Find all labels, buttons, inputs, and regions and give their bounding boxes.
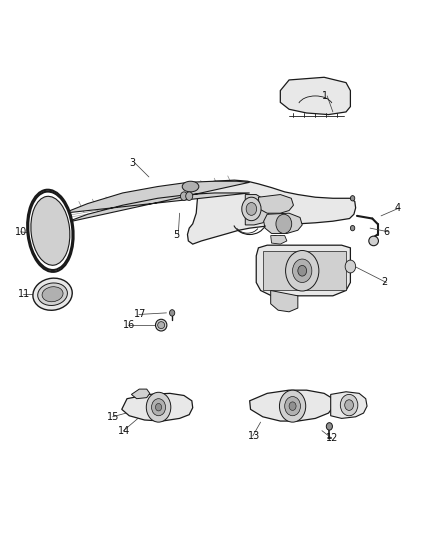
Text: 15: 15 — [107, 412, 120, 422]
Circle shape — [180, 192, 187, 200]
Polygon shape — [245, 195, 269, 225]
Polygon shape — [280, 77, 350, 115]
Circle shape — [276, 214, 292, 233]
Circle shape — [155, 403, 162, 411]
Ellipse shape — [158, 322, 165, 328]
Circle shape — [170, 310, 175, 316]
Circle shape — [286, 251, 319, 291]
Polygon shape — [271, 290, 298, 312]
Circle shape — [279, 390, 306, 422]
Circle shape — [186, 192, 193, 200]
Ellipse shape — [42, 287, 63, 302]
Text: 6: 6 — [383, 227, 389, 237]
Circle shape — [298, 265, 307, 276]
Text: 5: 5 — [173, 230, 179, 239]
Text: 14: 14 — [118, 426, 131, 435]
Text: 10: 10 — [15, 227, 28, 237]
Circle shape — [289, 402, 296, 410]
Circle shape — [146, 392, 171, 422]
Polygon shape — [264, 213, 302, 233]
Polygon shape — [331, 392, 367, 418]
Circle shape — [246, 203, 257, 215]
Ellipse shape — [155, 319, 167, 331]
Circle shape — [350, 225, 355, 231]
Polygon shape — [263, 251, 346, 290]
Polygon shape — [64, 181, 250, 223]
Ellipse shape — [27, 190, 74, 272]
Text: 3: 3 — [129, 158, 135, 167]
Text: 8: 8 — [269, 222, 276, 232]
Text: 13: 13 — [247, 431, 260, 441]
Polygon shape — [131, 389, 150, 399]
Text: 1: 1 — [322, 91, 328, 101]
Text: 11: 11 — [18, 289, 30, 299]
Text: 12: 12 — [326, 433, 339, 443]
Ellipse shape — [33, 278, 72, 310]
Polygon shape — [258, 195, 293, 213]
Circle shape — [293, 259, 312, 282]
Polygon shape — [122, 393, 193, 421]
Polygon shape — [250, 390, 334, 421]
Circle shape — [285, 397, 300, 416]
Polygon shape — [256, 245, 350, 296]
Text: 4: 4 — [394, 203, 400, 213]
Text: 17: 17 — [134, 310, 146, 319]
Circle shape — [340, 394, 358, 416]
Circle shape — [345, 260, 356, 273]
Ellipse shape — [31, 196, 70, 265]
Polygon shape — [271, 236, 287, 244]
Circle shape — [152, 399, 166, 416]
Ellipse shape — [38, 283, 67, 305]
Circle shape — [242, 197, 261, 221]
Circle shape — [345, 400, 353, 410]
Polygon shape — [187, 180, 356, 244]
Ellipse shape — [182, 181, 199, 192]
Text: 9: 9 — [272, 235, 278, 245]
Text: 7: 7 — [250, 201, 256, 211]
Text: 16: 16 — [123, 320, 135, 330]
Ellipse shape — [369, 236, 378, 246]
Circle shape — [326, 423, 332, 430]
Circle shape — [350, 196, 355, 201]
Text: 2: 2 — [381, 278, 387, 287]
